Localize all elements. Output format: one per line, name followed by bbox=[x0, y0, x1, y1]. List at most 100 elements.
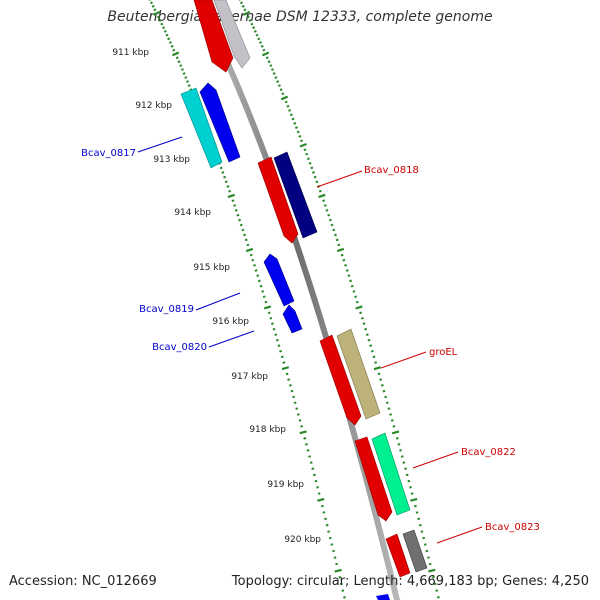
outer-tick-ring-tick bbox=[433, 582, 437, 586]
gene-bcav-0819[interactable] bbox=[263, 253, 295, 307]
inner-tick-ring-tick bbox=[246, 243, 250, 247]
inner-tick-ring-tick bbox=[264, 300, 268, 304]
gene-bcav-0822-green[interactable] bbox=[371, 432, 411, 516]
inner-tick-ring-tick bbox=[333, 556, 337, 559]
outer-tick-ring-tick bbox=[390, 419, 394, 422]
gene-bcav-0816-red[interactable] bbox=[193, 0, 234, 73]
gene-bottom-blue[interactable] bbox=[376, 594, 390, 600]
gene-bcav-0816-grey[interactable] bbox=[213, 0, 251, 69]
outer-tick-ring-tick bbox=[288, 109, 292, 112]
gene-groel-olive[interactable] bbox=[336, 328, 381, 420]
gene-groel-red[interactable] bbox=[319, 334, 362, 426]
outer-tick-ring-tick bbox=[365, 333, 369, 336]
gene-label-bcav-0822[interactable]: Bcav_0822 bbox=[461, 447, 516, 458]
kbp-label: 919 kbp bbox=[267, 480, 304, 490]
outer-tick-ring-tick bbox=[239, 1, 243, 5]
inner-tick-ring-tick bbox=[299, 430, 307, 435]
outer-tick-ring-tick bbox=[373, 366, 382, 371]
gene-bcav-0818-red[interactable] bbox=[257, 156, 299, 244]
gene-features[interactable] bbox=[180, 0, 428, 600]
inner-tick-ring-tick bbox=[186, 80, 189, 83]
outer-tick-ring-tick bbox=[255, 33, 259, 37]
inner-tick-ring-tick bbox=[227, 193, 235, 199]
leader-line bbox=[195, 292, 241, 311]
outer-tick-ring-tick bbox=[360, 316, 364, 320]
inner-tick-ring-tick bbox=[171, 51, 180, 57]
inner-tick-ring-tick bbox=[234, 209, 238, 212]
inner-tick-ring-tick bbox=[275, 338, 279, 342]
outer-tick-ring-tick bbox=[281, 92, 285, 96]
gene-label-bcav-0817[interactable]: Bcav_0817 bbox=[81, 148, 136, 159]
leader-line bbox=[436, 526, 483, 544]
outer-tick-ring-tick bbox=[395, 437, 399, 440]
gene-bcav-0817-cyan[interactable] bbox=[180, 87, 223, 169]
inner-tick-ring-tick bbox=[228, 189, 232, 193]
outer-tick-ring-tick bbox=[379, 378, 383, 381]
gene-bcav-0818-navy[interactable] bbox=[273, 151, 318, 239]
inner-tick-ring-tick bbox=[263, 305, 272, 310]
outer-tick-ring-tick bbox=[299, 142, 307, 148]
inner-tick-ring-tick bbox=[288, 384, 292, 387]
outer-tick-ring-tick bbox=[422, 536, 426, 540]
inner-tick-ring-tick bbox=[236, 213, 240, 217]
outer-tick-ring-tick bbox=[252, 26, 256, 30]
outer-tick-ring-tick bbox=[344, 264, 347, 267]
outer-tick-ring-tick bbox=[262, 48, 266, 52]
kbp-label: 913 kbp bbox=[153, 155, 190, 165]
outer-tick-ring-tick bbox=[330, 223, 334, 227]
inner-tick-ring-tick bbox=[187, 84, 191, 88]
inner-tick-ring-tick bbox=[238, 218, 242, 222]
gene-bcav-0822-red[interactable] bbox=[354, 436, 393, 522]
outer-tick-ring-tick bbox=[257, 37, 261, 41]
inner-tick-ring-tick bbox=[334, 568, 342, 573]
gene-bcav-0823-red[interactable] bbox=[385, 533, 411, 578]
inner-tick-ring-tick bbox=[175, 56, 179, 60]
inner-tick-ring-tick bbox=[332, 549, 335, 553]
inner-tick-ring-tick bbox=[177, 60, 181, 64]
kbp-tick-rings bbox=[148, 0, 440, 599]
inner-tick-ring-tick bbox=[282, 361, 286, 364]
outer-tick-ring-tick bbox=[350, 284, 354, 288]
inner-tick-ring-tick bbox=[267, 311, 271, 315]
outer-tick-ring-tick bbox=[397, 443, 401, 446]
gene-label-bcav-0820[interactable]: Bcav_0820 bbox=[152, 342, 207, 353]
outer-tick-ring-tick bbox=[333, 233, 337, 237]
inner-tick-ring-tick bbox=[219, 166, 223, 170]
gene-labels: Bcav_0817 Bcav_0818 Bcav_0819 Bcav_0820 … bbox=[81, 136, 540, 544]
outer-tick-ring-tick bbox=[410, 497, 418, 502]
outer-tick-ring-tick bbox=[428, 562, 432, 566]
outer-tick-ring-tick bbox=[409, 486, 412, 489]
outer-tick-ring-tick bbox=[336, 247, 345, 253]
inner-tick-ring-tick bbox=[303, 437, 307, 440]
outer-tick-ring-tick bbox=[425, 549, 429, 553]
inner-tick-ring-tick bbox=[163, 29, 167, 33]
outer-tick-ring-tick bbox=[300, 139, 304, 143]
inner-tick-ring-tick bbox=[312, 473, 316, 477]
outer-tick-ring-tick bbox=[291, 117, 295, 121]
inner-tick-ring-tick bbox=[262, 295, 266, 299]
leader-line bbox=[380, 351, 427, 369]
leader-line bbox=[316, 170, 363, 188]
gene-label-bcav-0819[interactable]: Bcav_0819 bbox=[139, 304, 194, 315]
outer-tick-ring-tick bbox=[432, 576, 435, 579]
gene-bcav-0823-grey[interactable] bbox=[402, 529, 428, 573]
gene-bcav-0817-blue[interactable] bbox=[199, 82, 241, 163]
inner-tick-ring-tick bbox=[292, 395, 295, 399]
inner-tick-ring-tick bbox=[335, 562, 338, 566]
gene-label-bcav-0818[interactable]: Bcav_0818 bbox=[364, 165, 419, 176]
gene-label-groel[interactable]: groEL bbox=[429, 347, 458, 358]
kbp-labels: 911 kbp 912 kbp 913 kbp 914 kbp 915 kbp … bbox=[112, 48, 321, 545]
outer-tick-ring-tick bbox=[423, 543, 427, 546]
outer-tick-ring-tick bbox=[313, 175, 317, 179]
outer-tick-ring-tick bbox=[296, 130, 300, 134]
gene-bcav-0820[interactable] bbox=[282, 304, 303, 334]
outer-tick-ring-tick bbox=[276, 80, 280, 83]
gene-label-bcav-0823[interactable]: Bcav_0823 bbox=[485, 522, 540, 533]
outer-tick-ring-tick bbox=[250, 22, 254, 26]
kbp-label: 911 kbp bbox=[112, 48, 149, 58]
inner-tick-ring-tick bbox=[317, 497, 325, 502]
outer-tick-ring-tick bbox=[241, 4, 245, 8]
inner-tick-ring-tick bbox=[343, 596, 346, 599]
outer-tick-ring-tick bbox=[332, 228, 336, 232]
